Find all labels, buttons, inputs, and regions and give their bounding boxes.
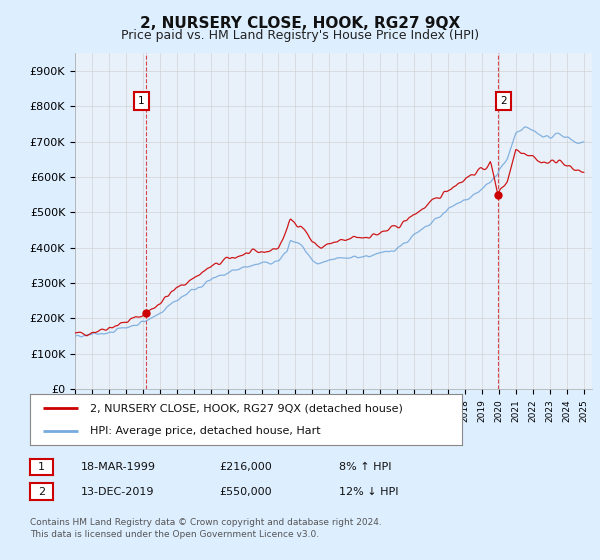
Text: 13-DEC-2019: 13-DEC-2019 — [81, 487, 155, 497]
Text: 2, NURSERY CLOSE, HOOK, RG27 9QX (detached house): 2, NURSERY CLOSE, HOOK, RG27 9QX (detach… — [91, 403, 403, 413]
Text: 2: 2 — [500, 96, 506, 106]
Text: 2, NURSERY CLOSE, HOOK, RG27 9QX: 2, NURSERY CLOSE, HOOK, RG27 9QX — [140, 16, 460, 31]
Text: 8% ↑ HPI: 8% ↑ HPI — [339, 462, 391, 472]
Text: £216,000: £216,000 — [219, 462, 272, 472]
Text: Price paid vs. HM Land Registry's House Price Index (HPI): Price paid vs. HM Land Registry's House … — [121, 29, 479, 42]
Text: 18-MAR-1999: 18-MAR-1999 — [81, 462, 156, 472]
Text: 12% ↓ HPI: 12% ↓ HPI — [339, 487, 398, 497]
Text: 2: 2 — [38, 487, 45, 497]
Text: Contains HM Land Registry data © Crown copyright and database right 2024.
This d: Contains HM Land Registry data © Crown c… — [30, 518, 382, 539]
Text: 1: 1 — [38, 462, 45, 472]
Text: £550,000: £550,000 — [219, 487, 272, 497]
Text: HPI: Average price, detached house, Hart: HPI: Average price, detached house, Hart — [91, 426, 321, 436]
Text: 1: 1 — [138, 96, 145, 106]
